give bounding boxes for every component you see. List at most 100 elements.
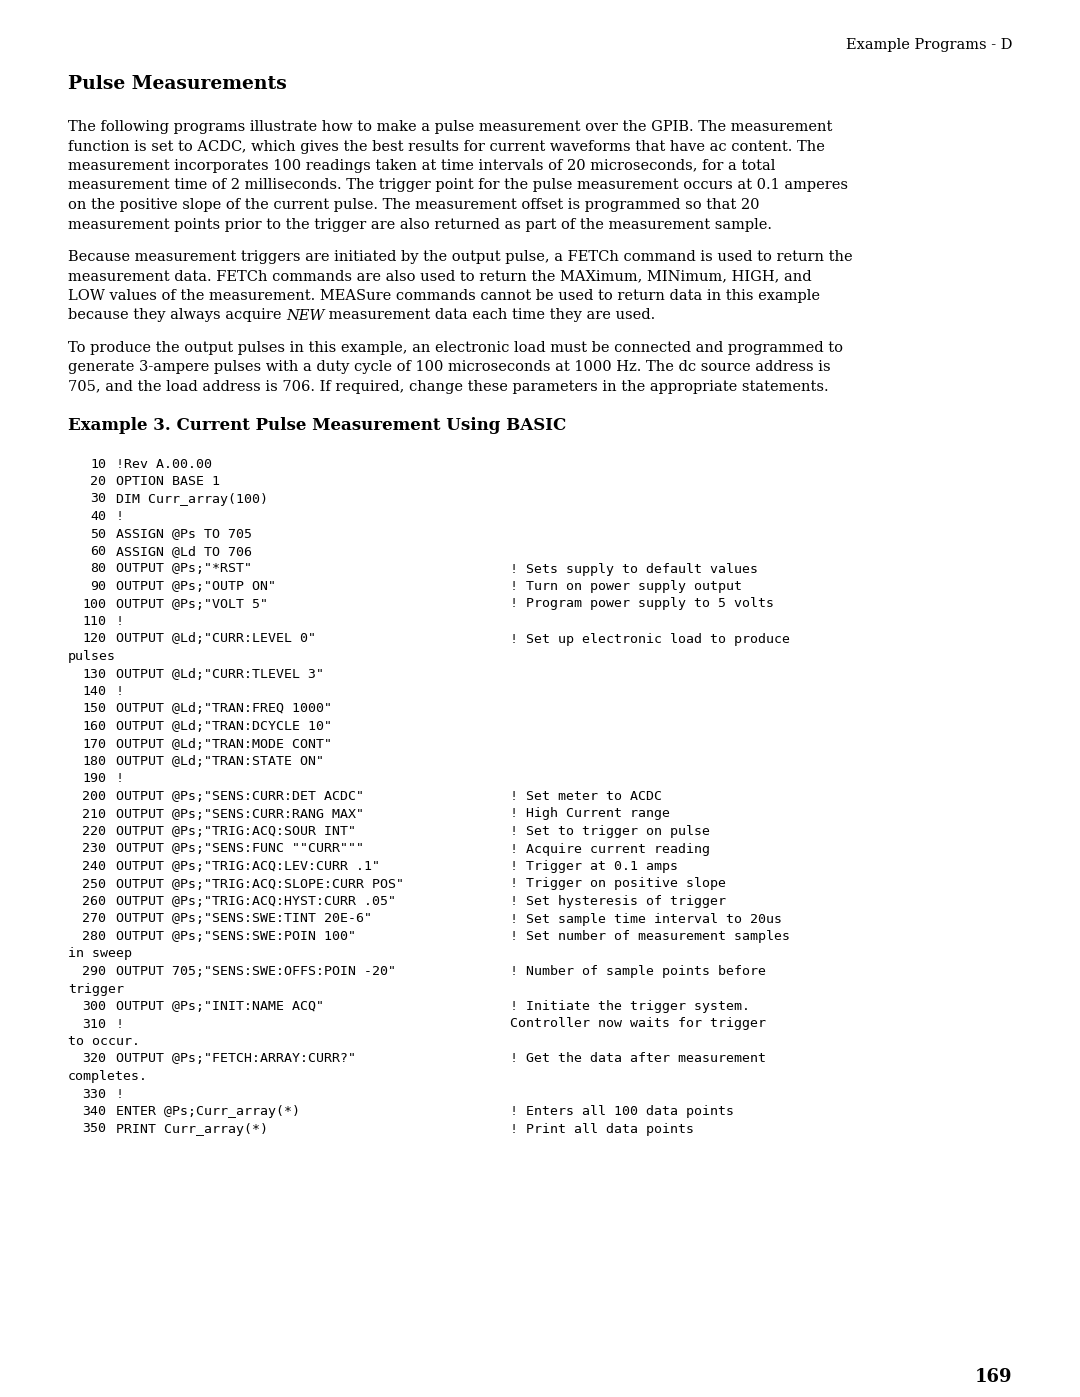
Text: OUTPUT @Ps;"TRIG:ACQ:HYST:CURR .05": OUTPUT @Ps;"TRIG:ACQ:HYST:CURR .05" bbox=[116, 895, 396, 908]
Text: OUTPUT @Ps;"SENS:SWE:POIN 100": OUTPUT @Ps;"SENS:SWE:POIN 100" bbox=[116, 930, 356, 943]
Text: !: ! bbox=[116, 1017, 124, 1031]
Text: pulses: pulses bbox=[68, 650, 116, 664]
Text: !: ! bbox=[116, 615, 124, 629]
Text: OUTPUT @Ps;"TRIG:ACQ:LEV:CURR .1": OUTPUT @Ps;"TRIG:ACQ:LEV:CURR .1" bbox=[116, 861, 380, 873]
Text: OUTPUT @Ps;"SENS:FUNC ""CURR""": OUTPUT @Ps;"SENS:FUNC ""CURR""" bbox=[116, 842, 364, 855]
Text: ! Set sample time interval to 20us: ! Set sample time interval to 20us bbox=[510, 912, 782, 925]
Text: 110: 110 bbox=[82, 615, 106, 629]
Text: ! Initiate the trigger system.: ! Initiate the trigger system. bbox=[510, 1000, 750, 1013]
Text: measurement incorporates 100 readings taken at time intervals of 20 microseconds: measurement incorporates 100 readings ta… bbox=[68, 159, 775, 173]
Text: OUTPUT @Ps;"TRIG:ACQ:SLOPE:CURR POS": OUTPUT @Ps;"TRIG:ACQ:SLOPE:CURR POS" bbox=[116, 877, 404, 890]
Text: 350: 350 bbox=[82, 1123, 106, 1136]
Text: OUTPUT 705;"SENS:SWE:OFFS:POIN -20": OUTPUT 705;"SENS:SWE:OFFS:POIN -20" bbox=[116, 965, 396, 978]
Text: measurement data each time they are used.: measurement data each time they are used… bbox=[324, 309, 656, 323]
Text: !: ! bbox=[116, 1087, 124, 1101]
Text: ! Set number of measurement samples: ! Set number of measurement samples bbox=[510, 930, 789, 943]
Text: 210: 210 bbox=[82, 807, 106, 820]
Text: measurement points prior to the trigger are also returned as part of the measure: measurement points prior to the trigger … bbox=[68, 218, 772, 232]
Text: 320: 320 bbox=[82, 1052, 106, 1066]
Text: OUTPUT @Ps;"SENS:CURR:RANG MAX": OUTPUT @Ps;"SENS:CURR:RANG MAX" bbox=[116, 807, 364, 820]
Text: to occur.: to occur. bbox=[68, 1035, 140, 1048]
Text: ! Enters all 100 data points: ! Enters all 100 data points bbox=[510, 1105, 734, 1118]
Text: ! Turn on power supply output: ! Turn on power supply output bbox=[510, 580, 742, 592]
Text: ASSIGN @Ld TO 706: ASSIGN @Ld TO 706 bbox=[116, 545, 252, 557]
Text: ! Get the data after measurement: ! Get the data after measurement bbox=[510, 1052, 766, 1066]
Text: ASSIGN @Ps TO 705: ASSIGN @Ps TO 705 bbox=[116, 528, 252, 541]
Text: 60: 60 bbox=[90, 545, 106, 557]
Text: OUTPUT @Ld;"CURR:LEVEL 0": OUTPUT @Ld;"CURR:LEVEL 0" bbox=[116, 633, 316, 645]
Text: Because measurement triggers are initiated by the output pulse, a FETCh command : Because measurement triggers are initiat… bbox=[68, 250, 852, 264]
Text: 290: 290 bbox=[82, 965, 106, 978]
Text: 20: 20 bbox=[90, 475, 106, 488]
Text: completes.: completes. bbox=[68, 1070, 148, 1083]
Text: 220: 220 bbox=[82, 826, 106, 838]
Text: ! Set meter to ACDC: ! Set meter to ACDC bbox=[510, 789, 662, 803]
Text: PRINT Curr_array(*): PRINT Curr_array(*) bbox=[116, 1123, 268, 1136]
Text: measurement data. FETCh commands are also used to return the MAXimum, MINimum, H: measurement data. FETCh commands are als… bbox=[68, 270, 812, 284]
Text: OUTPUT @Ps;"OUTP ON": OUTPUT @Ps;"OUTP ON" bbox=[116, 580, 276, 592]
Text: !Rev A.00.00: !Rev A.00.00 bbox=[116, 457, 212, 471]
Text: ! Print all data points: ! Print all data points bbox=[510, 1123, 694, 1136]
Text: trigger: trigger bbox=[68, 982, 124, 996]
Text: 150: 150 bbox=[82, 703, 106, 715]
Text: OUTPUT @Ld;"CURR:TLEVEL 3": OUTPUT @Ld;"CURR:TLEVEL 3" bbox=[116, 668, 324, 680]
Text: function is set to ACDC, which gives the best results for current waveforms that: function is set to ACDC, which gives the… bbox=[68, 140, 825, 154]
Text: Example Programs - D: Example Programs - D bbox=[846, 38, 1012, 52]
Text: OUTPUT @Ld;"TRAN:DCYCLE 10": OUTPUT @Ld;"TRAN:DCYCLE 10" bbox=[116, 719, 332, 733]
Text: ! Set to trigger on pulse: ! Set to trigger on pulse bbox=[510, 826, 710, 838]
Text: OUTPUT @Ps;"SENS:SWE:TINT 20E-6": OUTPUT @Ps;"SENS:SWE:TINT 20E-6" bbox=[116, 912, 372, 925]
Text: 130: 130 bbox=[82, 668, 106, 680]
Text: OUTPUT @Ld;"TRAN:FREQ 1000": OUTPUT @Ld;"TRAN:FREQ 1000" bbox=[116, 703, 332, 715]
Text: OUTPUT @Ps;"TRIG:ACQ:SOUR INT": OUTPUT @Ps;"TRIG:ACQ:SOUR INT" bbox=[116, 826, 356, 838]
Text: ! Sets supply to default values: ! Sets supply to default values bbox=[510, 563, 758, 576]
Text: OPTION BASE 1: OPTION BASE 1 bbox=[116, 475, 220, 488]
Text: measurement time of 2 milliseconds. The trigger point for the pulse measurement : measurement time of 2 milliseconds. The … bbox=[68, 179, 848, 193]
Text: 40: 40 bbox=[90, 510, 106, 522]
Text: 300: 300 bbox=[82, 1000, 106, 1013]
Text: 330: 330 bbox=[82, 1087, 106, 1101]
Text: in sweep: in sweep bbox=[68, 947, 132, 961]
Text: OUTPUT @Ps;"SENS:CURR:DET ACDC": OUTPUT @Ps;"SENS:CURR:DET ACDC" bbox=[116, 789, 364, 803]
Text: 80: 80 bbox=[90, 563, 106, 576]
Text: OUTPUT @Ps;"*RST": OUTPUT @Ps;"*RST" bbox=[116, 563, 252, 576]
Text: DIM Curr_array(100): DIM Curr_array(100) bbox=[116, 493, 268, 506]
Text: 10: 10 bbox=[90, 457, 106, 471]
Text: ! High Current range: ! High Current range bbox=[510, 807, 670, 820]
Text: !: ! bbox=[116, 685, 124, 698]
Text: OUTPUT @Ld;"TRAN:MODE CONT": OUTPUT @Ld;"TRAN:MODE CONT" bbox=[116, 738, 332, 750]
Text: 169: 169 bbox=[974, 1368, 1012, 1386]
Text: 260: 260 bbox=[82, 895, 106, 908]
Text: Controller now waits for trigger: Controller now waits for trigger bbox=[510, 1017, 766, 1031]
Text: ! Set hysteresis of trigger: ! Set hysteresis of trigger bbox=[510, 895, 726, 908]
Text: 100: 100 bbox=[82, 598, 106, 610]
Text: Example 3. Current Pulse Measurement Using BASIC: Example 3. Current Pulse Measurement Usi… bbox=[68, 418, 566, 434]
Text: 50: 50 bbox=[90, 528, 106, 541]
Text: 30: 30 bbox=[90, 493, 106, 506]
Text: NEW: NEW bbox=[286, 309, 324, 323]
Text: ! Trigger on positive slope: ! Trigger on positive slope bbox=[510, 877, 726, 890]
Text: 705, and the load address is 706. If required, change these parameters in the ap: 705, and the load address is 706. If req… bbox=[68, 380, 828, 394]
Text: OUTPUT @Ps;"INIT:NAME ACQ": OUTPUT @Ps;"INIT:NAME ACQ" bbox=[116, 1000, 324, 1013]
Text: 200: 200 bbox=[82, 789, 106, 803]
Text: 120: 120 bbox=[82, 633, 106, 645]
Text: 190: 190 bbox=[82, 773, 106, 785]
Text: ! Program power supply to 5 volts: ! Program power supply to 5 volts bbox=[510, 598, 774, 610]
Text: ! Acquire current reading: ! Acquire current reading bbox=[510, 842, 710, 855]
Text: ! Trigger at 0.1 amps: ! Trigger at 0.1 amps bbox=[510, 861, 678, 873]
Text: ENTER @Ps;Curr_array(*): ENTER @Ps;Curr_array(*) bbox=[116, 1105, 300, 1118]
Text: 250: 250 bbox=[82, 877, 106, 890]
Text: 280: 280 bbox=[82, 930, 106, 943]
Text: 310: 310 bbox=[82, 1017, 106, 1031]
Text: because they always acquire: because they always acquire bbox=[68, 309, 286, 323]
Text: 270: 270 bbox=[82, 912, 106, 925]
Text: 90: 90 bbox=[90, 580, 106, 592]
Text: 180: 180 bbox=[82, 754, 106, 768]
Text: OUTPUT @Ps;"VOLT 5": OUTPUT @Ps;"VOLT 5" bbox=[116, 598, 268, 610]
Text: 230: 230 bbox=[82, 842, 106, 855]
Text: 240: 240 bbox=[82, 861, 106, 873]
Text: LOW values of the measurement. MEASure commands cannot be used to return data in: LOW values of the measurement. MEASure c… bbox=[68, 289, 820, 303]
Text: 160: 160 bbox=[82, 719, 106, 733]
Text: Pulse Measurements: Pulse Measurements bbox=[68, 75, 287, 94]
Text: !: ! bbox=[116, 510, 124, 522]
Text: 170: 170 bbox=[82, 738, 106, 750]
